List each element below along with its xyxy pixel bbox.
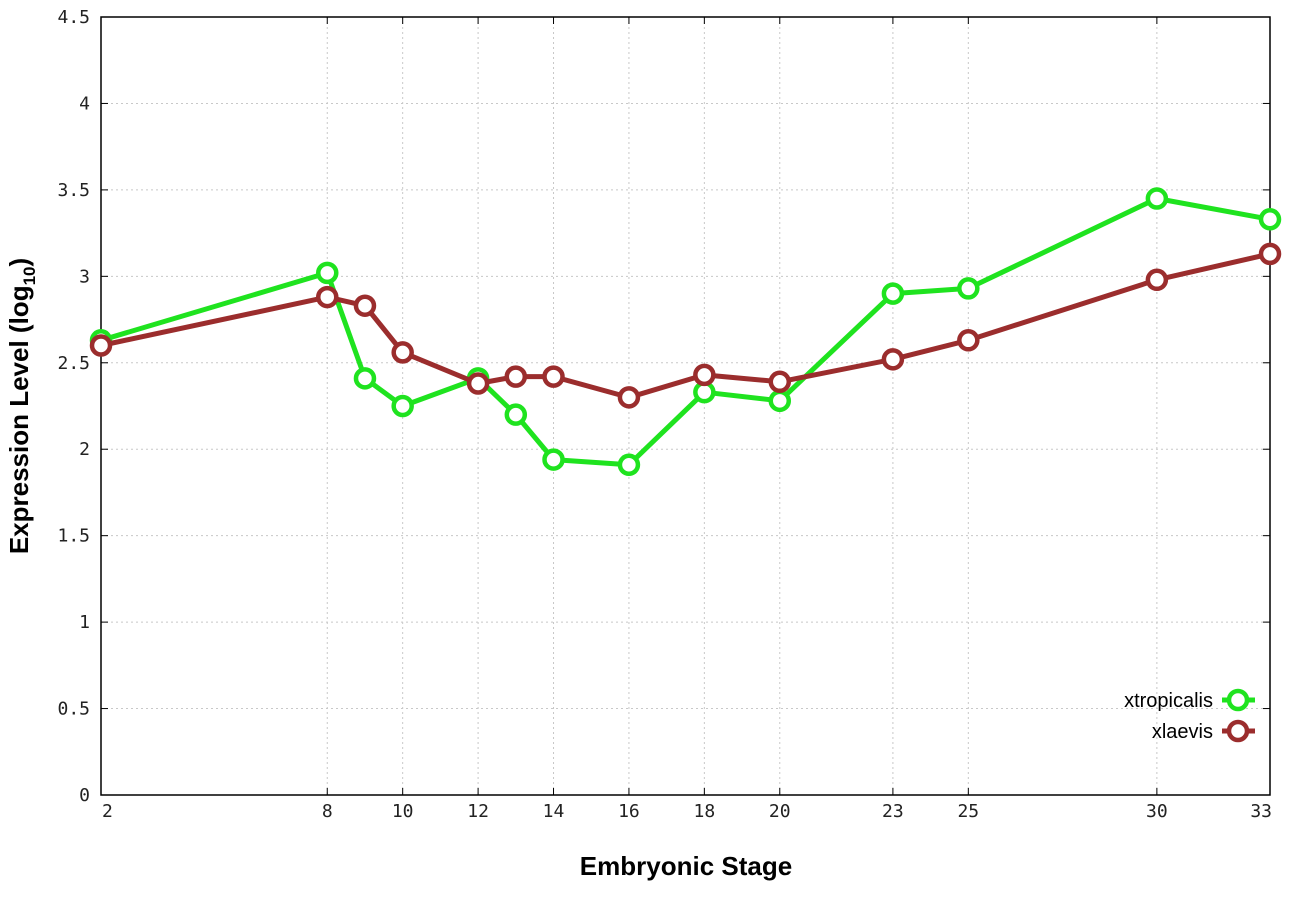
legend-swatch-marker-xlaevis (1226, 719, 1250, 743)
data-point-xlaevis (693, 363, 716, 387)
data-point-xtropicalis (542, 448, 565, 471)
y-tick-label: 2.5 (57, 353, 90, 374)
x-tick-label: 12 (467, 801, 489, 822)
data-point-xtropicalis (1145, 187, 1169, 210)
data-point-xlaevis (391, 341, 414, 364)
y-tick-label: 2 (79, 439, 90, 460)
data-point-xtropicalis (504, 403, 528, 426)
x-tick-label: 16 (618, 801, 640, 822)
x-tick-label: 8 (322, 801, 333, 822)
x-tick-label: 20 (769, 801, 791, 822)
y-tick-label: 0 (79, 785, 90, 806)
legend: xtropicalis xlaevis (1124, 688, 1255, 743)
data-point-xtropicalis (617, 453, 641, 477)
data-point-xtropicalis (316, 261, 339, 285)
x-tick-label: 10 (392, 801, 414, 822)
y-axis-title: Expression Level (log10) (4, 258, 39, 554)
data-point-xlaevis (466, 372, 490, 395)
data-point-xlaevis (768, 370, 792, 394)
x-tick-label: 30 (1146, 801, 1168, 822)
y-axis-title-close: ) (4, 258, 34, 267)
y-tick-label: 3 (79, 266, 90, 287)
axis-ticks: 0 0.5 1 1.5 2 2.5 3 3.5 4 4.5 2 8 10 12 14 16 18 20 23 25 30… (57, 7, 1272, 822)
data-point-xlaevis (89, 334, 113, 357)
data-point-xlaevis (504, 365, 528, 388)
y-tick-label: 3.5 (57, 180, 90, 201)
legend-label-xtropicalis: xtropicalis (1124, 690, 1213, 712)
data-point-xlaevis (542, 365, 565, 388)
x-tick-label: 33 (1250, 801, 1272, 822)
x-tick-label: 14 (543, 801, 565, 822)
x-tick-label: 2 (102, 801, 113, 822)
data-point-xlaevis (1145, 268, 1169, 292)
data-point-xlaevis (617, 386, 641, 409)
y-tick-label: 0.5 (57, 699, 90, 720)
data-point-xlaevis (957, 329, 980, 352)
x-tick-label: 18 (694, 801, 716, 822)
y-tick-label: 4.5 (57, 7, 90, 28)
series-lines (89, 187, 1282, 477)
legend-swatch-marker-xtropicalis (1226, 688, 1250, 712)
data-point-xlaevis (316, 285, 339, 309)
data-point-xlaevis (881, 348, 905, 371)
legend-label-xlaevis: xlaevis (1152, 721, 1213, 743)
data-point-xtropicalis (1258, 208, 1282, 231)
y-axis-title-subscript: 10 (20, 267, 39, 286)
data-point-xtropicalis (768, 389, 792, 413)
x-tick-label: 25 (957, 801, 979, 822)
data-point-xtropicalis (957, 277, 980, 300)
data-point-xlaevis (1258, 242, 1282, 266)
x-tick-label: 23 (882, 801, 904, 822)
series-line-xlaevis (98, 251, 1273, 400)
x-axis-title: Embryonic Stage (580, 851, 792, 881)
series-line-xtropicalis (98, 196, 1273, 468)
y-tick-label: 4 (79, 93, 90, 114)
plot-frame (100, 16, 1271, 796)
data-point-xtropicalis (881, 282, 905, 305)
data-point-xlaevis (353, 294, 377, 317)
gridlines (101, 17, 1270, 795)
data-point-xtropicalis (353, 367, 377, 390)
y-axis-title-main: Expression Level (log (4, 285, 34, 554)
data-point-xtropicalis (391, 394, 414, 418)
y-tick-label: 1.5 (57, 526, 90, 547)
y-tick-label: 1 (79, 612, 90, 633)
